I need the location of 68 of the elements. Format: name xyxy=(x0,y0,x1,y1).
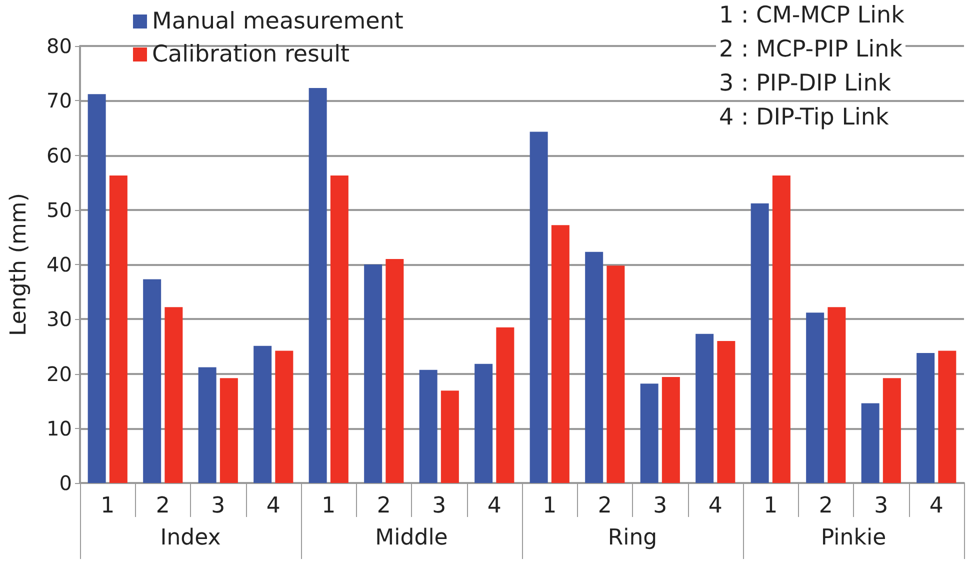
x-tick-label: 1 xyxy=(764,494,778,518)
bar xyxy=(806,312,824,483)
annotation: 2 : MCP-PIP Link xyxy=(719,36,904,62)
bar xyxy=(530,132,548,483)
text: Pinkie xyxy=(820,526,886,550)
bar xyxy=(750,203,769,483)
text: Index xyxy=(160,526,221,550)
bar xyxy=(220,378,238,483)
text: 1 : CM-MCP Link xyxy=(719,2,906,28)
bar xyxy=(696,334,714,483)
bar xyxy=(386,259,404,483)
bar xyxy=(938,350,956,483)
y-axis-title: Length (mm) xyxy=(6,193,32,336)
annotation: 3 : PIP-DIP Link xyxy=(719,70,892,96)
x-tick-label: 3 xyxy=(211,494,226,518)
bar xyxy=(275,350,294,483)
text: Ring xyxy=(608,526,658,550)
y-tick-label: 10 xyxy=(46,416,72,440)
bar xyxy=(496,327,514,483)
bar xyxy=(88,94,106,483)
x-tick-label: 4 xyxy=(487,494,502,518)
bar xyxy=(640,384,658,483)
bar xyxy=(254,346,272,483)
bar xyxy=(330,175,348,483)
bar xyxy=(143,279,162,483)
y-tick-label: 20 xyxy=(46,362,72,386)
bar xyxy=(364,264,382,483)
y-tick-label: 0 xyxy=(59,471,72,495)
x-tick-label: 1 xyxy=(322,494,336,518)
bar xyxy=(916,352,935,483)
bar xyxy=(606,266,625,483)
text: Middle xyxy=(375,526,448,550)
annotation: 4 : DIP-Tip Link xyxy=(719,104,890,130)
x-tick-label: 3 xyxy=(432,494,446,518)
y-tick-label: 30 xyxy=(46,307,72,332)
x-tick-label: 2 xyxy=(818,494,833,518)
legend-label: Manual measurement xyxy=(152,8,404,34)
x-tick-label: 1 xyxy=(100,494,115,518)
y-tick-label: 50 xyxy=(46,198,72,222)
bar xyxy=(109,175,128,483)
bar xyxy=(772,175,790,483)
bar xyxy=(164,307,183,483)
legend-label: Calibration result xyxy=(152,42,350,68)
x-tick-label: 2 xyxy=(376,494,391,518)
y-tick-label: 60 xyxy=(46,143,72,168)
bar xyxy=(828,307,846,483)
bar xyxy=(198,367,216,483)
bar xyxy=(440,390,459,483)
x-tick-label: 1 xyxy=(542,494,557,518)
bar xyxy=(308,88,327,483)
bar xyxy=(585,252,604,483)
x-tick-label: 4 xyxy=(266,494,280,518)
bar xyxy=(551,225,570,483)
bar xyxy=(419,370,438,483)
x-tick-label: 4 xyxy=(929,494,944,518)
x-tick-label: 2 xyxy=(598,494,612,518)
bar xyxy=(662,377,680,483)
x-tick-label: 3 xyxy=(653,494,668,518)
y-tick-label: 80 xyxy=(46,34,72,58)
y-tick-label: 40 xyxy=(46,252,72,276)
bar xyxy=(717,340,736,483)
x-tick-label: 3 xyxy=(874,494,888,518)
x-tick-label: 4 xyxy=(708,494,722,518)
bar xyxy=(474,364,493,483)
y-tick-label: 70 xyxy=(46,88,72,113)
bar xyxy=(882,378,901,483)
bar xyxy=(861,403,880,483)
x-tick-label: 2 xyxy=(156,494,170,518)
